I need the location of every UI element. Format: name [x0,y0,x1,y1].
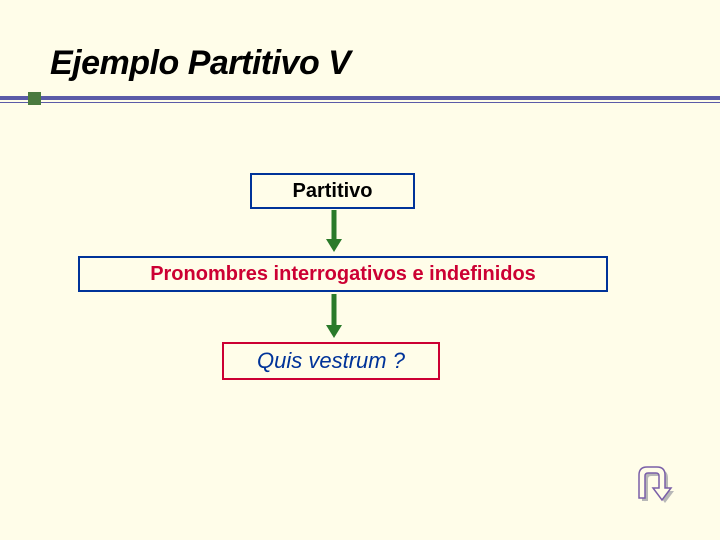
node-quis-vestrum: Quis vestrum ? [222,342,440,380]
back-button[interactable] [622,454,678,510]
title-bullet-square [28,92,41,105]
slide-title-area: Ejemplo Partitivo V [50,44,350,83]
node-label: Pronombres interrogativos e indefinidos [150,263,536,286]
title-underline-thin [0,102,720,103]
arrow-down-2 [326,294,342,338]
u-turn-back-icon [622,454,678,510]
slide-title: Ejemplo Partitivo V [50,44,350,83]
node-pronombres: Pronombres interrogativos e indefinidos [78,256,608,292]
node-label: Partitivo [292,180,372,203]
title-underline-thick [0,96,720,100]
arrow-down-1 [326,210,342,252]
node-label: Quis vestrum ? [257,348,405,374]
node-partitivo: Partitivo [250,173,415,209]
